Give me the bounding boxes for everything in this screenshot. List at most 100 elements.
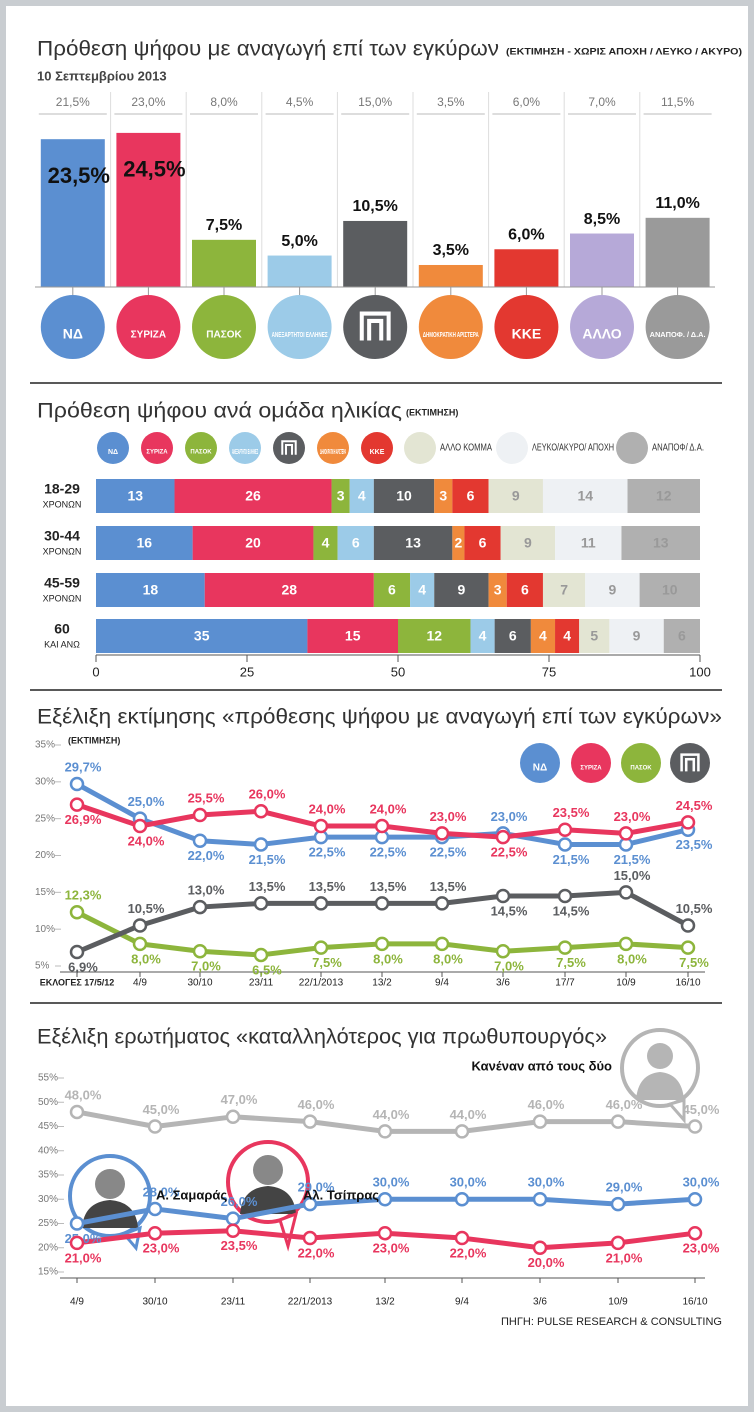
data-label: 6	[479, 535, 487, 551]
point	[69, 797, 85, 812]
bar-segment	[464, 526, 501, 560]
point	[680, 940, 696, 955]
bar	[267, 255, 332, 287]
y-tick-note: ΧΡΟΝΩΝ	[43, 499, 82, 509]
point	[532, 1240, 548, 1255]
chart-title: Πρόθεση ψήφου με αναγωγή επί των εγκύρων	[37, 38, 499, 61]
point	[610, 1196, 626, 1212]
bar-segment	[542, 479, 628, 513]
data-label: 45,0%	[683, 1102, 720, 1117]
data-label: 25,0%	[128, 794, 165, 809]
x-tick-label: 13/2	[375, 1297, 395, 1308]
bar-segment	[434, 573, 489, 607]
data-label: 9	[524, 535, 532, 551]
data-label: 8,0%	[433, 951, 463, 966]
chart-title: Εξέλιξη εκτίμησης «πρόθεσης ψήφου με ανα…	[37, 706, 722, 729]
point	[377, 1192, 393, 1207]
y-tick-label: 15%	[35, 887, 55, 898]
bar-segment	[488, 573, 507, 607]
point	[495, 829, 511, 845]
y-tick-label: 20%	[38, 1242, 58, 1253]
point	[147, 1225, 163, 1241]
data-label: 23,0%	[614, 809, 651, 824]
data-label: 6,5%	[252, 962, 282, 977]
data-label: 16	[137, 535, 153, 551]
point	[532, 1114, 548, 1129]
data-label: 4	[479, 628, 487, 644]
y-tick-label: 35%	[38, 1170, 58, 1181]
legend-marker	[192, 295, 256, 359]
point	[225, 1109, 241, 1125]
data-label: 14,5%	[491, 903, 528, 918]
legend-marker	[494, 295, 559, 359]
point	[147, 1201, 163, 1217]
legend-label: ΔΗΜΟΚΡΑΤΙΚΗ ΑΡΙΣΤΕΡΑ	[423, 332, 479, 339]
bar-segment	[434, 479, 453, 513]
legend-label: ΠΑΣΟΚ	[206, 330, 242, 341]
point	[434, 826, 450, 841]
y-tick-label: 45%	[38, 1121, 58, 1132]
point	[313, 896, 329, 911]
point	[618, 826, 634, 841]
data-label: 6	[521, 582, 529, 598]
point	[532, 1192, 548, 1207]
y-tick-label: 30%	[38, 1194, 58, 1205]
point	[680, 815, 696, 830]
bar-segment	[500, 526, 556, 560]
y-tick-label: 50%	[38, 1097, 58, 1108]
data-label: 13	[405, 535, 421, 551]
data-label: 10,5%	[676, 901, 713, 916]
point	[302, 1114, 318, 1129]
bar-segment	[313, 526, 338, 560]
y-tick-label: 30%	[35, 776, 55, 787]
x-tick-label: 3/6	[533, 1297, 547, 1308]
data-label: 24,0%	[309, 801, 346, 816]
data-label: 24,0%	[370, 801, 407, 816]
point	[610, 1114, 626, 1129]
y-tick-label: 45-59	[44, 575, 80, 591]
legend-marker	[229, 432, 261, 464]
data-label: 30,0%	[373, 1175, 410, 1190]
data-label: 23,5%	[553, 805, 590, 820]
point	[302, 1196, 318, 1212]
point	[374, 896, 390, 911]
data-label: 7,0%	[494, 959, 524, 974]
legend-marker	[571, 743, 611, 783]
bar-segment	[398, 619, 471, 653]
legend-marker	[343, 295, 408, 359]
x-tick-label: 23/11	[249, 978, 274, 989]
bar-segment	[579, 619, 610, 653]
data-label: 3,5%	[433, 242, 469, 259]
point	[618, 936, 634, 952]
data-label: 23,5%	[221, 1238, 258, 1253]
data-label: 47,0%	[221, 1092, 258, 1107]
data-label: 8,0%	[373, 951, 403, 966]
data-label: 20	[245, 535, 261, 551]
previous-value: 21,5%	[56, 95, 90, 109]
x-tick-label: 3/6	[496, 978, 510, 989]
bar-segment	[96, 573, 205, 607]
data-label: 21,0%	[65, 1250, 102, 1265]
data-label: 24,0%	[128, 833, 165, 848]
y-tick-label: 25%	[38, 1218, 58, 1229]
x-tick-label: 10/9	[616, 978, 636, 989]
point	[302, 1230, 318, 1246]
data-label: 48,0%	[65, 1087, 102, 1102]
previous-value: 6,0%	[513, 95, 541, 109]
y-tick-label: 55%	[38, 1073, 58, 1084]
logo-symbol	[359, 311, 391, 341]
data-label: 29,0%	[298, 1180, 335, 1195]
point	[313, 940, 329, 955]
data-label: 29,0%	[606, 1180, 643, 1195]
legend-marker	[645, 295, 710, 359]
data-label: 23,0%	[683, 1241, 720, 1256]
point	[192, 944, 208, 959]
bar-segment	[307, 619, 398, 653]
data-label: 25,5%	[188, 790, 225, 805]
legend-label: ΝΔ	[108, 449, 118, 456]
data-label: 9	[458, 582, 466, 598]
y-tick-note: ΧΡΟΝΩΝ	[43, 546, 82, 556]
point	[374, 818, 390, 834]
data-label: 26,0%	[221, 1194, 258, 1209]
